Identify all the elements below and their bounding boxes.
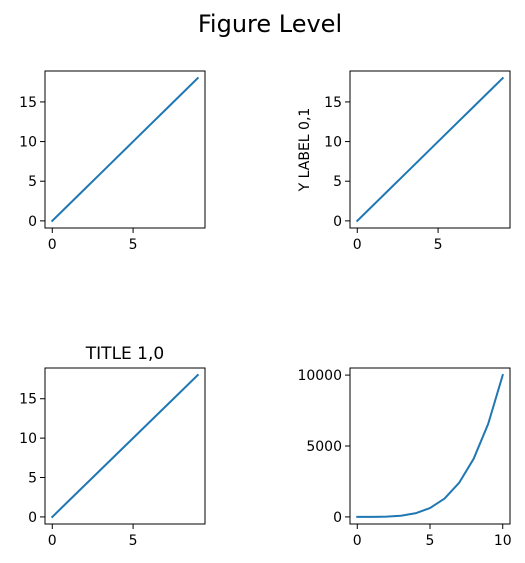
y-tick-label: 10000 bbox=[297, 368, 342, 384]
y-tick-label: 0 bbox=[28, 214, 37, 230]
axes-frame bbox=[44, 70, 206, 229]
series-line-1 bbox=[355, 76, 505, 223]
figure-title: Figure Level bbox=[198, 10, 342, 38]
axes-frame bbox=[44, 367, 206, 525]
x-tick-label: 0 bbox=[353, 533, 362, 549]
y-tick-label: 0 bbox=[333, 214, 342, 230]
x-tick-label: 0 bbox=[353, 237, 362, 253]
y-axis-label: Y LABEL 0,1 bbox=[297, 108, 313, 193]
y-tick-label: 5 bbox=[28, 174, 37, 190]
series-line-1 bbox=[50, 373, 200, 519]
series-line-1 bbox=[50, 76, 200, 223]
x-tick-label: 0 bbox=[48, 237, 57, 253]
subplot-2: 0 5 0 5 10 15 Y LABEL 0,1 bbox=[297, 70, 511, 253]
y-tick-label: 15 bbox=[324, 95, 342, 111]
x-tick-label: 5 bbox=[129, 237, 138, 253]
y-tick-label: 10 bbox=[324, 135, 342, 151]
axes-frame bbox=[349, 367, 511, 525]
subplot-1: 0 5 0 5 10 15 bbox=[19, 70, 206, 253]
y-tick-label: 15 bbox=[19, 392, 37, 408]
y-tick-label: 0 bbox=[333, 510, 342, 526]
x-tick-label: 0 bbox=[48, 533, 57, 549]
y-tick-label: 5 bbox=[28, 471, 37, 487]
series-line-1 bbox=[356, 373, 504, 518]
x-tick-label: 5 bbox=[434, 237, 443, 253]
x-tick-label: 5 bbox=[426, 533, 435, 549]
x-tick-label: 5 bbox=[129, 533, 138, 549]
y-tick-label: 10 bbox=[19, 431, 37, 447]
subplot-3: 0 5 0 5 10 15 TITLE 1,0 bbox=[19, 344, 206, 549]
axes-frame bbox=[349, 70, 511, 229]
subplot-4: 0 5 10 0 5000 10000 bbox=[297, 367, 512, 549]
y-tick-label: 15 bbox=[19, 95, 37, 111]
x-tick-label: 10 bbox=[494, 533, 512, 549]
y-tick-label: 5000 bbox=[306, 439, 342, 455]
axes-title: TITLE 1,0 bbox=[85, 344, 164, 364]
y-tick-label: 10 bbox=[19, 135, 37, 151]
y-tick-label: 5 bbox=[333, 174, 342, 190]
y-tick-label: 0 bbox=[28, 510, 37, 526]
